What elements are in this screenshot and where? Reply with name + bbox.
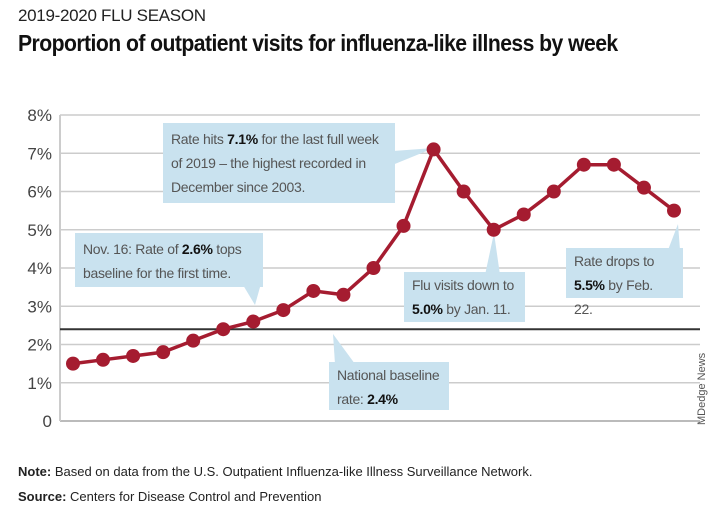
callout-pointer <box>668 224 680 250</box>
y-tick-label: 0 <box>43 412 52 431</box>
data-point <box>486 222 501 237</box>
y-tick-label: 5% <box>27 221 52 240</box>
annotation-text: National baseline rate: <box>337 367 440 407</box>
data-point <box>516 207 531 222</box>
data-point <box>126 348 141 363</box>
data-point <box>396 218 411 233</box>
source-label: Source: <box>18 489 67 504</box>
data-point <box>306 283 321 298</box>
data-point <box>546 184 561 199</box>
callout-pointer <box>485 233 500 275</box>
source: Source: Centers for Disease Control and … <box>18 489 321 504</box>
annotation-nov16: Nov. 16: Rate of 2.6% tops baseline for … <box>75 233 263 287</box>
annotation-jan11: Flu visits down to 5.0% by Jan. 11. <box>404 272 525 322</box>
annotation-text: Rate hits <box>171 131 228 147</box>
annotation-text: by Jan. 11. <box>442 301 511 317</box>
annotation-text: Flu visits down to <box>412 277 514 293</box>
y-tick-label: 3% <box>27 297 52 316</box>
note-text: Based on data from the U.S. Outpatient I… <box>51 464 533 479</box>
y-tick-label: 6% <box>27 183 52 202</box>
source-text: Centers for Disease Control and Preventi… <box>66 489 322 504</box>
annotation-value: 7.1% <box>227 131 258 147</box>
annotation-text: Nov. 16: Rate of <box>83 241 182 257</box>
y-tick-label: 1% <box>27 374 52 393</box>
data-point <box>216 322 231 337</box>
chart-title: Proportion of outpatient visits for infl… <box>18 30 618 56</box>
annotation-text: for the last full week of 2019 – the hig… <box>171 131 379 195</box>
y-tick-label: 4% <box>27 259 52 278</box>
data-point <box>576 157 591 172</box>
data-point <box>456 184 471 199</box>
data-point <box>606 157 621 172</box>
data-point <box>667 203 681 218</box>
annotation-text: by Feb. 22. <box>574 277 653 317</box>
kicker: 2019-2020 FLU SEASON <box>18 6 206 25</box>
data-point <box>246 314 261 329</box>
y-tick-label: 8% <box>27 106 52 125</box>
annotation-value: 5.5% <box>574 277 605 293</box>
callout-pointer <box>333 334 355 364</box>
annotation-value: 5.0% <box>412 301 443 317</box>
y-tick-label: 7% <box>27 144 52 163</box>
y-tick-label: 2% <box>27 336 52 355</box>
note-label: Note: <box>18 464 52 479</box>
data-point <box>426 142 441 157</box>
annotation-peak: Rate hits 7.1% for the last full week of… <box>163 123 395 203</box>
annotation-baseline: National baseline rate: 2.4% <box>329 362 449 410</box>
credit: MDedge News <box>696 352 708 425</box>
data-point <box>96 352 111 367</box>
annotation-value: 2.6% <box>181 241 213 257</box>
data-point <box>276 303 291 318</box>
data-point <box>336 287 351 302</box>
note: Note: Based on data from the U.S. Outpat… <box>18 464 532 479</box>
annotation-text: Rate drops to <box>574 253 655 269</box>
data-point <box>66 356 80 371</box>
data-point <box>186 333 201 348</box>
data-point <box>156 345 171 360</box>
data-point <box>366 261 381 275</box>
annotation-text: tops baseline for the first time. <box>83 241 242 281</box>
annotation-feb22: Rate drops to 5.5% by Feb. 22. <box>566 248 683 317</box>
annotation-value: 2.4% <box>367 391 398 407</box>
data-point <box>636 180 651 195</box>
